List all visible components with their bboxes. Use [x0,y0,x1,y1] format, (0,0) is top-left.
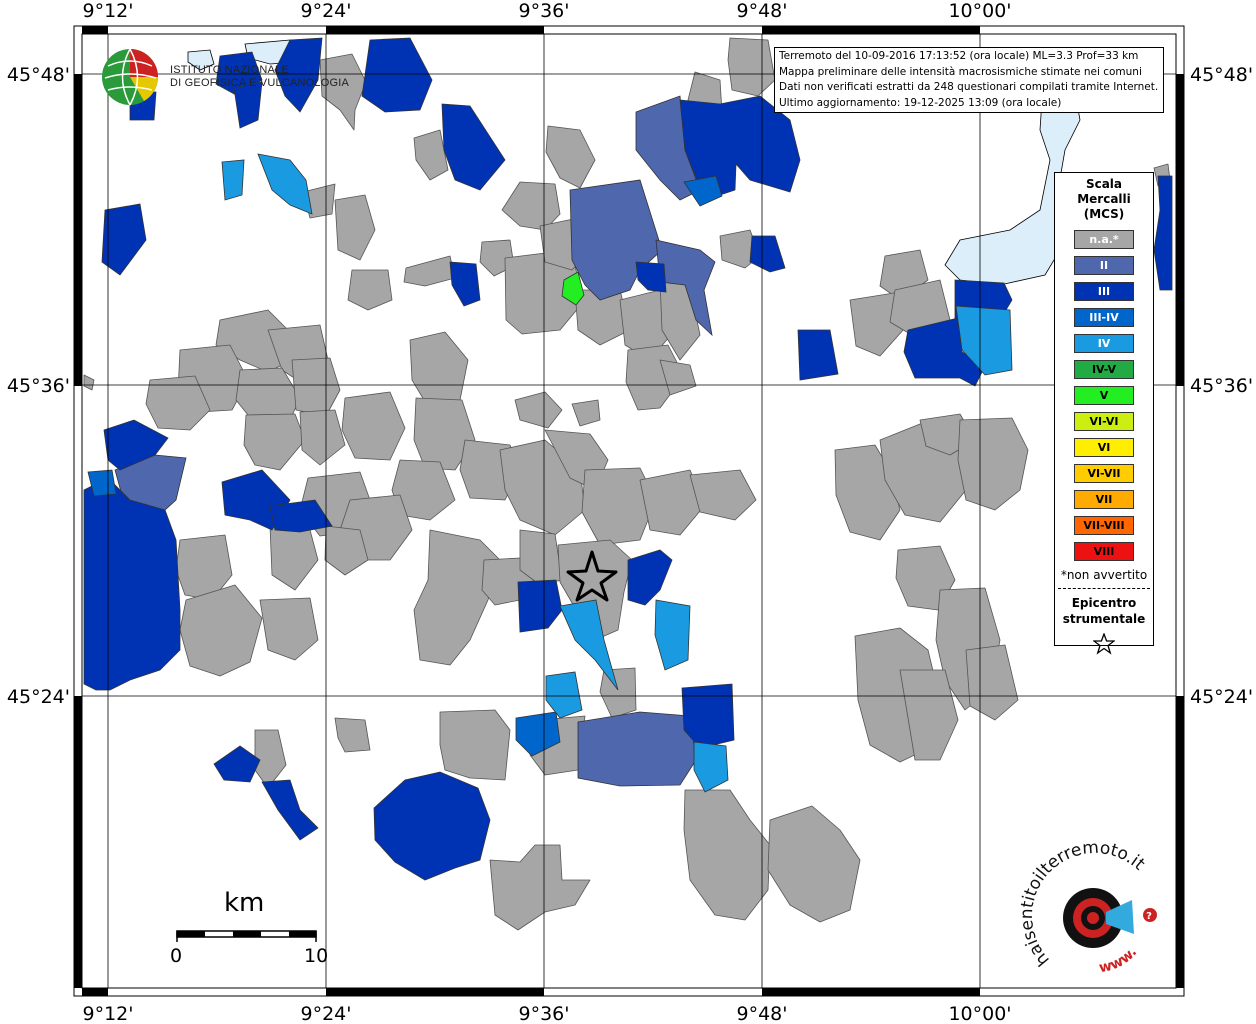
axis-top-label: 9°24' [301,0,352,22]
scale-bar [176,930,317,942]
axis-top-label: 10°00' [948,0,1011,22]
comuni-not-felt [83,37,1171,931]
axis-right-label: 45°48' [1190,64,1253,86]
legend-note: *non avvertito [1060,568,1148,582]
ingv-logo [100,46,315,108]
legend-swatch: VI [1074,438,1134,457]
legend-swatch: III [1074,282,1134,301]
legend-swatch: VI-VI [1074,412,1134,431]
epicenter-star [566,550,618,602]
axis-left-label: 45°48' [7,64,70,86]
legend-swatch: IV-V [1074,360,1134,379]
axis-bottom-label: 9°48' [737,1003,788,1024]
axis-left-label: 45°24' [7,686,70,708]
axis-top-label: 9°48' [737,0,788,22]
ingv-logo-text: ISTITUTO NAZIONALE DI GEOFISICA E VULCAN… [170,64,349,89]
legend-swatch: VII [1074,490,1134,509]
axis-bottom-label: 9°24' [301,1003,352,1024]
legend-swatch: VII-VIII [1074,516,1134,535]
event-info-box: Terremoto del 10-09-2016 17:13:52 (ora l… [774,47,1164,113]
intensity-legend: Scala Mercalli (MCS) n.a.* II III III-IV IV I… [1054,172,1154,655]
svg-text:?: ? [1146,911,1152,922]
graticule [82,34,1176,988]
legend-swatch: V [1074,386,1134,405]
scale-bar-start: 0 [170,945,183,967]
scale-bar-end: 10 [304,945,329,967]
axis-top-label: 9°36' [519,0,570,22]
event-info-line: Mappa preliminare delle intensità macros… [779,65,1142,78]
legend-swatch: VIII [1074,542,1134,561]
legend-swatch: III-IV [1074,308,1134,327]
legend-swatch: VI-VII [1074,464,1134,483]
event-info-line: Ultimo aggiornamento: 19-12-2025 13:09 (… [779,96,1062,109]
axis-left-label: 45°36' [7,375,70,397]
axis-right-label: 45°24' [1190,686,1253,708]
axis-top-label: 9°12' [83,0,134,22]
comuni-intensity-IV [221,153,1013,793]
axis-bottom-label: 10°00' [948,1003,1011,1024]
comuni-intensity-V [561,271,585,306]
legend-epicenter-label: Epicentro strumentale [1062,596,1146,626]
axis-bottom-label: 9°36' [519,1003,570,1024]
event-info-line: Dati non verificati estratti da 248 ques… [779,81,1159,93]
scale-bar-unit: km [224,888,265,918]
legend-swatch: n.a.* [1074,230,1134,249]
legend-swatch: II [1074,256,1134,275]
event-info-line: Terremoto del 10-09-2016 17:13:52 (ora l… [779,50,1139,62]
legend-divider [1058,588,1150,589]
axis-right-label: 45°36' [1190,375,1253,397]
frame-border [74,26,1184,996]
comuni-intensity-III-IV [87,175,723,757]
legend-title: Scala Mercalli (MCS) [1077,177,1131,221]
legend-epicenter-star-icon [1055,632,1153,659]
legend-swatch: IV [1074,334,1134,353]
legend-swatches: n.a.* II III III-IV IV IV-V V VI-VI VI VI-VII VII V… [1055,230,1153,561]
axis-bottom-label: 9°12' [83,1003,134,1024]
